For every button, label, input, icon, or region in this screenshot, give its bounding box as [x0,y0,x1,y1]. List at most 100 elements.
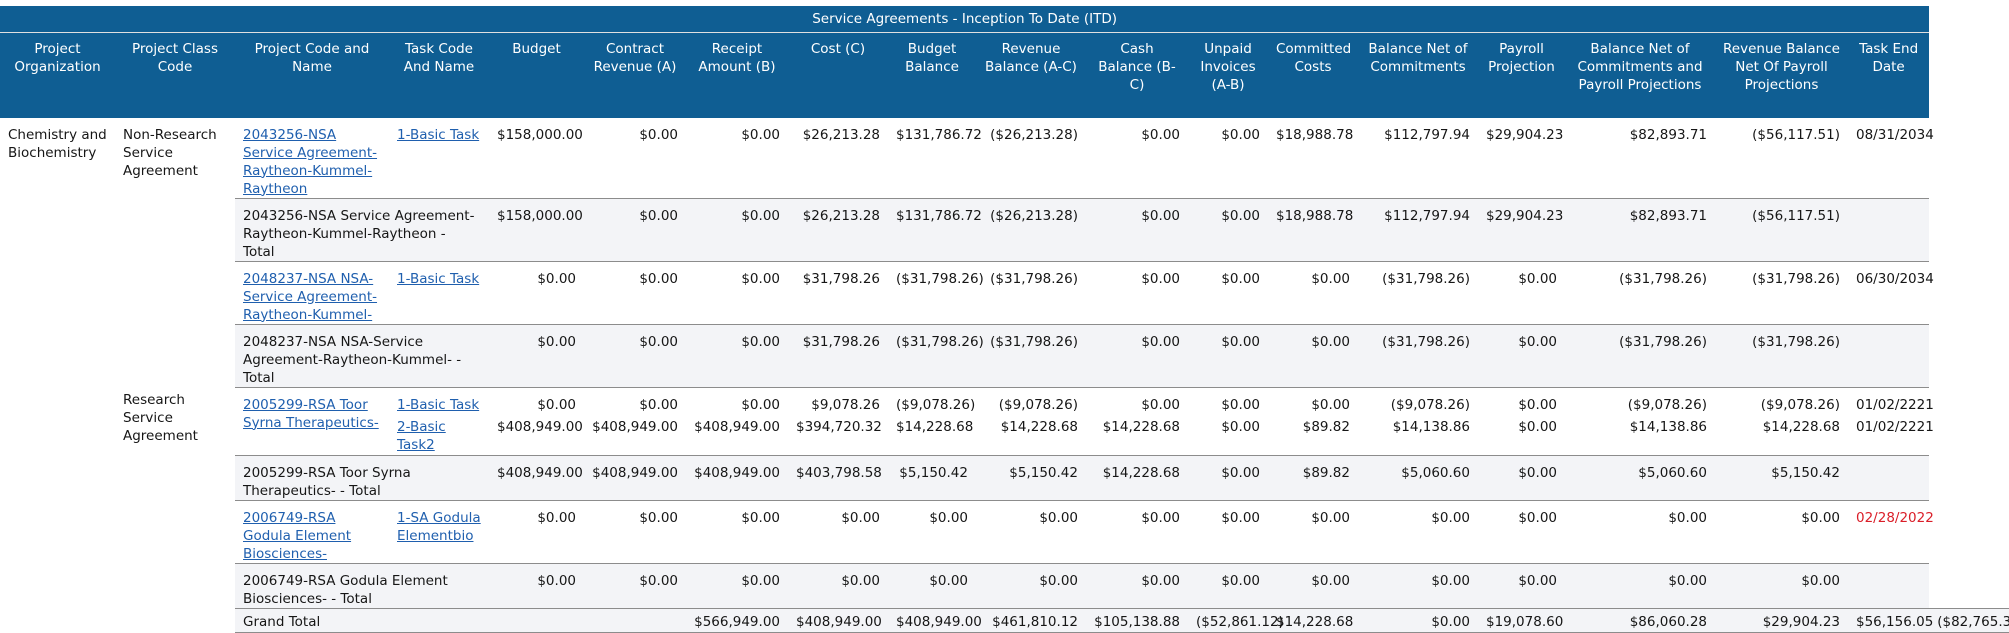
revenue-balance-cell: $14,228.68 [1000,418,1078,435]
task-end-date-cell: 08/31/2034 [1856,126,1934,143]
budget-balance-cell: ($31,798.26) [888,323,984,387]
task-link[interactable]: 1-SA Godula Elementbio [397,510,481,544]
cash-balance-cell: $0.00 [1086,386,1188,414]
unpaid-invoices-cell: $0.00 [1188,500,1268,564]
revenue-balance-cell: $5,150.42 [976,455,1086,501]
balance-net-commitments-cell: $14,138.86 [1392,418,1470,435]
task-link[interactable]: 2-Basic Task2 [397,418,446,453]
project-link[interactable]: 2048237-NSA NSA-Service Agreement-Raythe… [243,270,378,323]
balance-net-commitments-cell: $5,060.60 [1358,455,1478,501]
column-header[interactable]: Project Class Code [115,32,235,118]
budget-cell: $0.00 [489,323,584,387]
cost-cell: $9,078.26 [788,386,888,414]
balance-net-commitments-cell: $0.00 [1358,500,1478,564]
contract-revenue-cell: $0.00 [584,323,686,387]
payroll-projection-cell: $0.00 [1478,563,1565,609]
task-end-date-cell [1848,563,1930,609]
project-total-label: 2005299-RSA Toor Syrna Therapeutics- - T… [235,455,489,501]
revenue-balance-net-payroll-cell: ($31,798.26) [1715,323,1848,387]
budget-balance-cell: $14,228.68 [896,418,974,435]
cash-balance-cell: $0.00 [1086,260,1188,324]
committed-costs-cell: $18,988.78 [1276,126,1354,143]
task-end-date-cell: 02/28/2022 [1848,500,1934,564]
column-header[interactable]: Revenue Balance (A-C) [976,32,1086,118]
column-header[interactable]: Budget Balance [888,32,976,118]
project-organization-cell: Chemistry and Biochemistry [0,117,115,387]
cost-cell: $0.00 [788,563,888,609]
task-end-date-cell: 01/02/2221 [1856,418,1934,435]
column-header[interactable]: Committed Costs [1268,32,1358,118]
report-title: Service Agreements - Inception To Date (… [0,6,1930,33]
unpaid-invoices-cell: $0.00 [1188,197,1268,261]
task-end-date-cell: 06/30/2034 [1848,260,1934,324]
column-header[interactable]: Balance Net of Commitments and Payroll P… [1565,32,1715,118]
column-header[interactable]: Cost (C) [788,32,888,118]
committed-costs-cell: $0.00 [1268,386,1358,414]
committed-costs-cell: $89.82 [1268,455,1358,501]
column-header[interactable]: Revenue Balance Net Of Payroll Projectio… [1715,32,1848,118]
column-header[interactable]: Task Code And Name [389,32,489,118]
project-link[interactable]: 2043256-NSA Service Agreement-Raytheon-K… [243,126,378,197]
unpaid-invoices-cell: $0.00 [1188,323,1268,387]
table-row: 2-Basic Task2 $408,949.00 $408,949.00 $4… [0,414,2009,456]
project-link[interactable]: 2005299-RSA Toor Syrna Therapeutics- [243,396,379,431]
cash-balance-cell: $14,228.68 [1268,608,1358,633]
column-header[interactable]: Balance Net of Commitments [1358,32,1478,118]
unpaid-invoices-cell: $0.00 [1221,126,1260,143]
cost-cell: $403,798.58 [788,455,888,501]
receipt-amount-cell: $0.00 [686,386,788,414]
budget-cell: $158,000.00 [497,126,583,143]
table-row: 2048237-NSA NSA-Service Agreement-Raythe… [0,260,2009,324]
column-header[interactable]: Unpaid Invoices (A-B) [1188,32,1268,118]
column-header[interactable]: Cash Balance (B-C) [1086,32,1188,118]
receipt-amount-cell: $0.00 [741,126,780,143]
payroll-projection-cell: $29,904.23 [1478,197,1565,261]
contract-revenue-cell: $408,949.00 [584,455,686,501]
task-link[interactable]: 1-Basic Task [397,270,480,287]
cash-balance-cell: $0.00 [1086,563,1188,609]
cost-cell: $26,213.28 [802,126,880,143]
contract-revenue-cell: $0.00 [584,500,686,564]
revenue-balance-cell: ($26,213.28) [976,197,1086,261]
column-header[interactable]: Task End Date [1848,32,1930,118]
column-header[interactable]: Budget [489,32,584,118]
balance-net-commitments-cell: $112,797.94 [1358,197,1478,261]
balance-net-payroll-cell: ($31,798.26) [1565,323,1715,387]
balance-net-commitments-cell: ($31,798.26) [1358,260,1478,324]
revenue-balance-cell: $0.00 [976,563,1086,609]
cash-balance-cell: $0.00 [1141,126,1180,143]
budget-balance-cell: ($31,798.26) [888,260,984,324]
budget-cell: $408,949.00 [497,418,583,435]
committed-costs-cell: $0.00 [1268,260,1358,324]
budget-balance-cell: $0.00 [888,563,976,609]
payroll-projection-cell: $0.00 [1518,418,1557,435]
cash-balance-cell: $14,228.68 [1102,418,1180,435]
balance-net-commitments-cell: $112,797.94 [1384,126,1470,143]
task-link[interactable]: 1-Basic Task [397,126,480,143]
unpaid-invoices-cell: $0.00 [1221,418,1260,435]
committed-costs-cell: $19,078.60 [1478,608,1565,633]
column-header[interactable]: Project Organization [0,32,115,118]
budget-cell: $158,000.00 [489,197,584,261]
column-header[interactable]: Contract Revenue (A) [584,32,686,118]
grand-total-row: Grand Total $566,949.00 $408,949.00 $408… [0,608,2009,633]
committed-costs-cell: $0.00 [1268,500,1358,564]
balance-net-payroll-cell: $0.00 [1565,563,1715,609]
revenue-balance-net-payroll-cell: $0.00 [1715,500,1848,564]
task-link[interactable]: 1-Basic Task [397,396,480,413]
project-organization-cell [0,387,115,633]
column-header[interactable]: Payroll Projection [1478,32,1565,118]
project-total-label: 2048237-NSA NSA-Service Agreement-Raythe… [235,323,489,387]
payroll-projection-cell: $0.00 [1478,386,1565,414]
payroll-projection-cell: $0.00 [1478,260,1565,324]
column-header[interactable]: Project Code and Name [235,32,389,118]
project-link[interactable]: 2006749-RSA Godula Element Biosciences- [243,510,352,562]
table-row-total: 2005299-RSA Toor Syrna Therapeutics- - T… [0,455,2009,501]
balance-net-payroll-cell: $0.00 [1565,500,1715,564]
budget-balance-cell: $5,150.42 [888,455,976,501]
table-row-total: 2043256-NSA Service Agreement-Raytheon-K… [0,197,2009,261]
project-class-cell: Non-Research Service Agreement [115,117,235,387]
cash-balance-cell: $14,228.68 [1086,455,1188,501]
column-header[interactable]: Receipt Amount (B) [686,32,788,118]
revenue-balance-net-payroll-cell: $14,228.68 [1762,418,1840,435]
